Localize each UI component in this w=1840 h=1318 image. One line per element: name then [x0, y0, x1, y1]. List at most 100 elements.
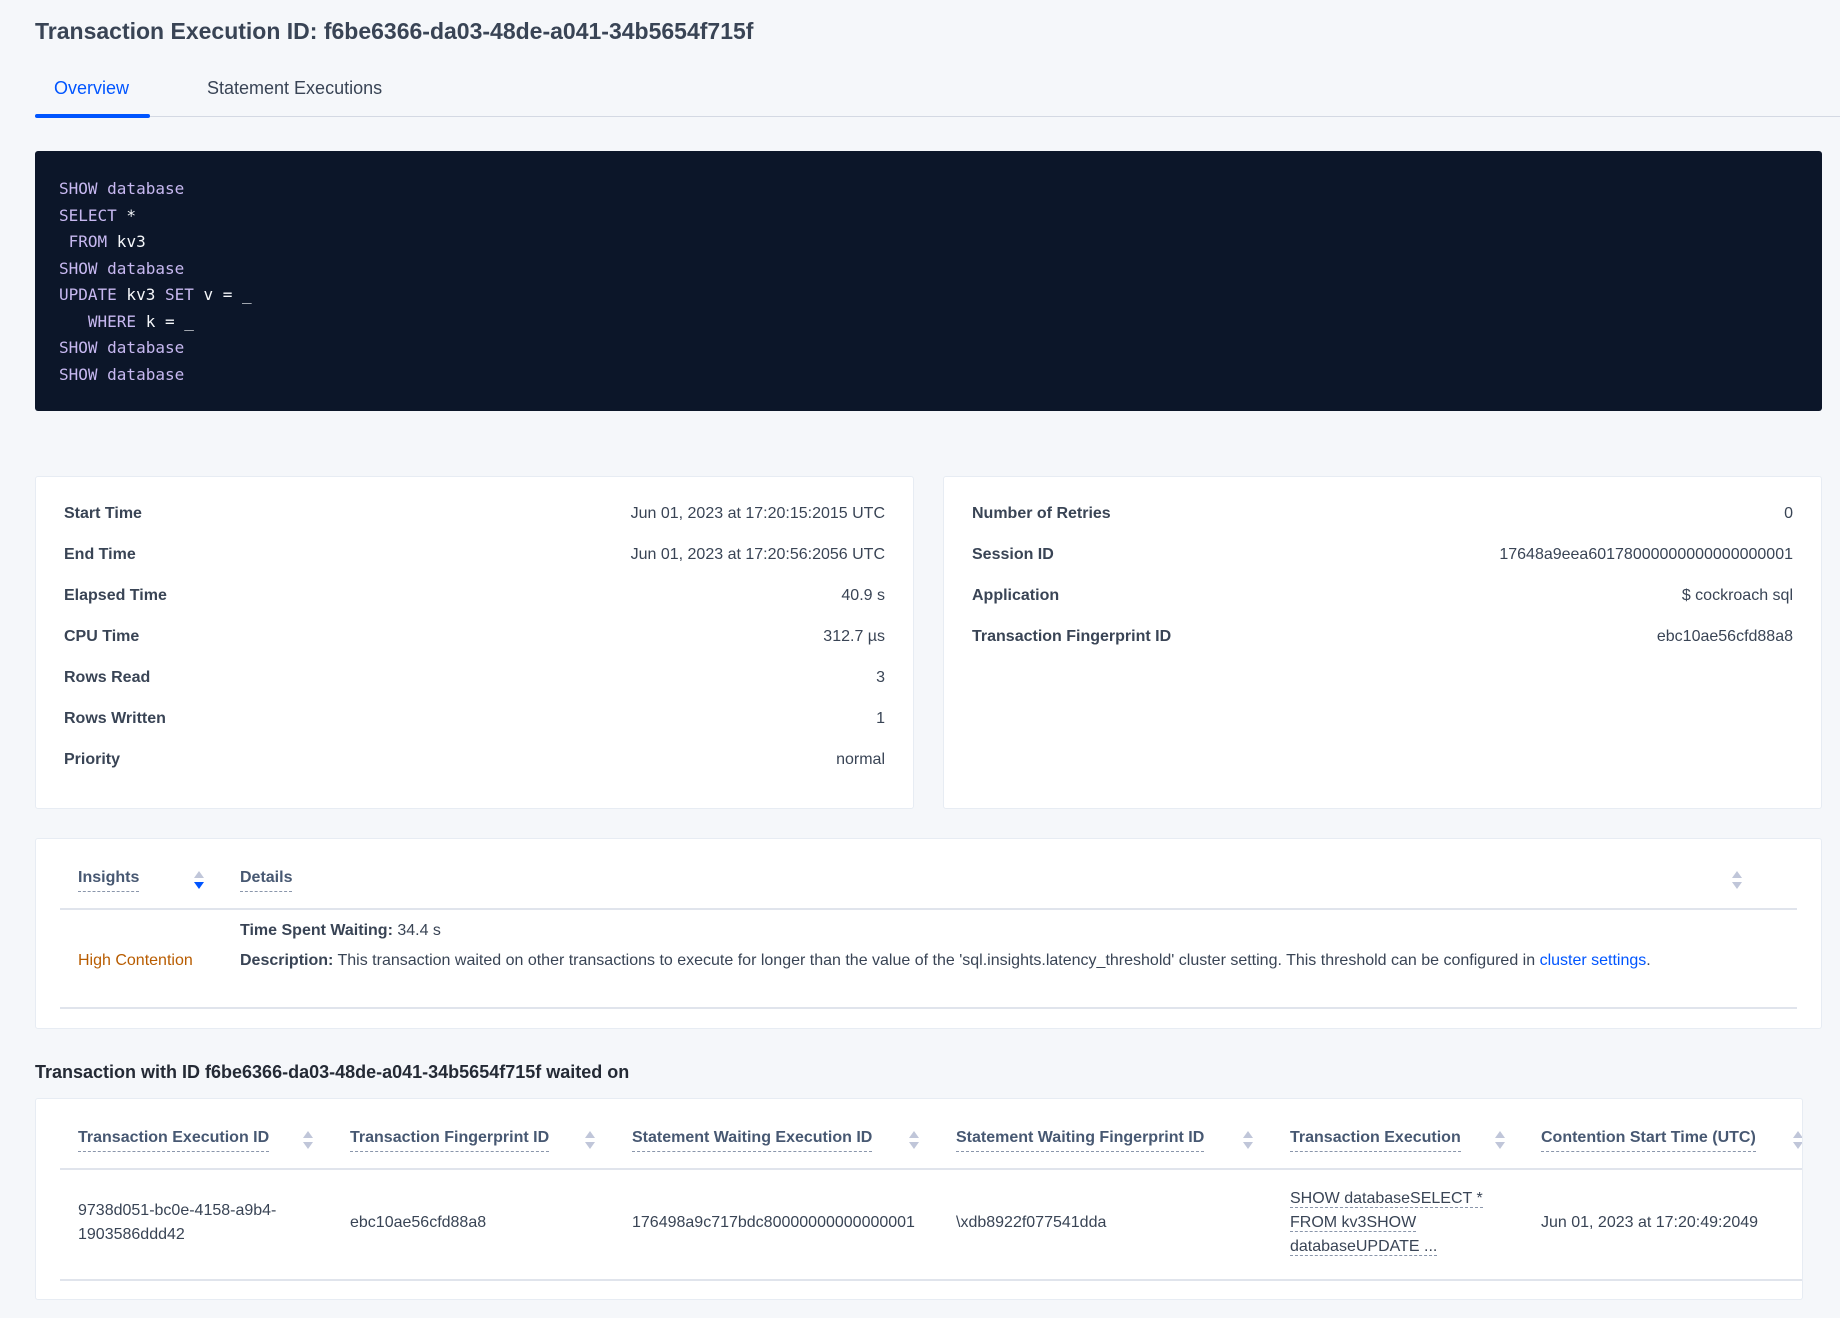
summary-row: Number of Retries 0 — [972, 505, 1793, 523]
sql-token: kv3 — [107, 232, 146, 251]
sql-keyword: UPDATE — [59, 285, 117, 304]
time-spent-waiting: Time Spent Waiting: 34.4 s — [240, 919, 441, 943]
description-text: This transaction waited on other transac… — [333, 952, 1540, 969]
divider — [60, 1279, 1802, 1281]
sql-keyword: SHOW — [59, 179, 98, 198]
sort-icon[interactable] — [194, 871, 204, 891]
sql-keyword: database — [97, 364, 185, 384]
summary-value: 0 — [1784, 505, 1793, 522]
cell-line: SHOW databaseSELECT * — [1290, 1190, 1483, 1208]
cell-line: FROM kv3SHOW — [1290, 1214, 1417, 1232]
sql-keyword: database — [97, 338, 185, 357]
cell-line: 1903586ddd42 — [78, 1226, 185, 1243]
tab-statement-executions[interactable]: Statement Executions — [207, 78, 383, 98]
summary-label: Rows Read — [64, 669, 151, 686]
summary-value: Jun 01, 2023 at 17:20:56:2056 UTC — [630, 546, 885, 563]
sort-icon[interactable] — [1793, 1131, 1802, 1151]
summary-value: 17648a9eea60178000000000000000001 — [1499, 546, 1793, 563]
cell-statement-waiting-fingerprint-id: \xdb8922f077541dda — [956, 1214, 1107, 1231]
summary-value: $ cockroach sql — [1681, 587, 1793, 604]
summary-row: Rows Written 1 — [64, 710, 885, 728]
sql-keyword: SHOW — [59, 258, 98, 278]
insight-description: Description: This transaction waited on … — [240, 949, 1651, 973]
cell-contention-start-time: Jun 01, 2023 at 17:20:49:2049 — [1541, 1214, 1759, 1231]
column-header-details[interactable]: Details — [240, 869, 293, 892]
divider — [60, 1007, 1797, 1009]
fingerprint-link[interactable]: ebc10ae56cfd88a8 — [1656, 628, 1793, 645]
summary-row: Elapsed Time 40.9 s — [64, 587, 885, 605]
sql-keyword: WHERE — [59, 311, 137, 331]
summary-row: Application $ cockroach sql — [972, 587, 1793, 605]
summary-row: Transaction Fingerprint ID ebc10ae56cfd88… — [972, 628, 1793, 646]
sql-keyword: SELECT — [59, 205, 117, 225]
summary-value: normal — [836, 751, 885, 768]
description-end: . — [1646, 952, 1651, 969]
summary-label: Number of Retries — [972, 505, 1111, 522]
summary-row: Start Time Jun 01, 2023 at 17:20:15:2015 … — [64, 505, 885, 523]
sort-icon[interactable] — [909, 1131, 919, 1151]
summary-row: CPU Time 312.7 µs — [64, 628, 885, 646]
divider — [60, 908, 1797, 910]
insight-type: High Contention — [78, 952, 193, 969]
description-label: Description: — [240, 952, 334, 969]
sql-keyword: database — [97, 258, 185, 278]
tab-bar: Overview Statement Executions — [35, 72, 1840, 118]
summary-label: Start Time — [64, 505, 142, 522]
summary-value: 3 — [876, 669, 885, 686]
summary-card-left: Start Time Jun 01, 2023 at 17:20:15:2015 … — [35, 476, 914, 809]
sql-keyword: FROM — [59, 232, 108, 251]
summary-label: Rows Written — [64, 710, 166, 727]
cell-statement-waiting-execution-id: 176498a9c717bdc80000000000000001 — [632, 1214, 915, 1231]
sql-token: v = _ — [193, 285, 252, 304]
sql-line: UPDATE kv3 SET v = _ — [59, 282, 1798, 309]
column-header-transaction-execution-id[interactable]: Transaction Execution ID — [78, 1129, 270, 1152]
summary-label: CPU Time — [64, 628, 140, 645]
sql-token: k = _ — [136, 311, 194, 331]
summary-value: 1 — [876, 710, 885, 727]
column-header-insights[interactable]: Insights — [78, 869, 140, 892]
sort-icon[interactable] — [1732, 871, 1742, 891]
summary-label: Priority — [64, 751, 121, 768]
summary-label: End Time — [64, 546, 136, 563]
sort-icon[interactable] — [303, 1131, 313, 1151]
sql-line: SHOW database — [59, 176, 1798, 203]
summary-value: 40.9 s — [841, 587, 885, 604]
sort-icon[interactable] — [585, 1131, 595, 1151]
summary-value: Jun 01, 2023 at 17:20:15:2015 UTC — [630, 505, 885, 522]
insights-card: Insights Details High Contention Time Sp… — [35, 838, 1822, 1029]
sql-line: SHOW database — [59, 256, 1798, 283]
sql-line: WHERE k = _ — [59, 309, 1798, 336]
sql-keyword: SET — [164, 285, 194, 304]
sql-line: SHOW database — [59, 335, 1798, 362]
time-label: Time Spent Waiting: — [240, 922, 393, 939]
summary-row: Rows Read 3 — [64, 669, 885, 687]
sql-line: SELECT * — [59, 203, 1798, 230]
column-header-transaction-execution[interactable]: Transaction Execution — [1290, 1129, 1461, 1152]
column-header-statement-waiting-execution-id[interactable]: Statement Waiting Execution ID — [632, 1129, 873, 1152]
summary-value: 312.7 µs — [823, 628, 885, 645]
column-header-contention-start-time[interactable]: Contention Start Time (UTC) — [1541, 1129, 1756, 1152]
cell-line: databaseUPDATE ... — [1290, 1238, 1438, 1256]
summary-row: Priority normal — [64, 751, 885, 769]
tab-overview[interactable]: Overview — [54, 78, 130, 98]
column-header-transaction-fingerprint-id[interactable]: Transaction Fingerprint ID — [350, 1129, 550, 1152]
sql-code-block: SHOW database SELECT * FROM kv3 SHOW datab… — [35, 151, 1822, 411]
column-header-statement-waiting-fingerprint-id[interactable]: Statement Waiting Fingerprint ID — [956, 1129, 1205, 1152]
sql-line: SHOW database — [59, 362, 1798, 389]
sql-keyword: SHOW — [59, 338, 98, 357]
sql-line: FROM kv3 — [59, 229, 1798, 256]
summary-row: End Time Jun 01, 2023 at 17:20:56:2056 UT… — [64, 546, 885, 564]
sort-icon[interactable] — [1243, 1131, 1253, 1151]
summary-label: Transaction Fingerprint ID — [972, 628, 1172, 645]
sql-token: * — [116, 205, 137, 225]
summary-label: Session ID — [972, 546, 1054, 563]
cluster-settings-link[interactable]: cluster settings — [1539, 952, 1647, 969]
page-title: Transaction Execution ID: f6be6366-da03-… — [35, 18, 754, 44]
sql-token: kv3 — [116, 285, 165, 304]
time-value: 34.4 s — [392, 922, 441, 939]
sql-keyword: database — [97, 179, 185, 198]
sort-icon[interactable] — [1495, 1131, 1505, 1151]
waited-on-table: Transaction Execution ID Transaction Fin… — [35, 1098, 1803, 1300]
cell-transaction-fingerprint-id: ebc10ae56cfd88a8 — [350, 1214, 487, 1231]
cell-transaction-execution[interactable]: SHOW databaseSELECT * FROM kv3SHOW databas… — [1290, 1187, 1483, 1259]
